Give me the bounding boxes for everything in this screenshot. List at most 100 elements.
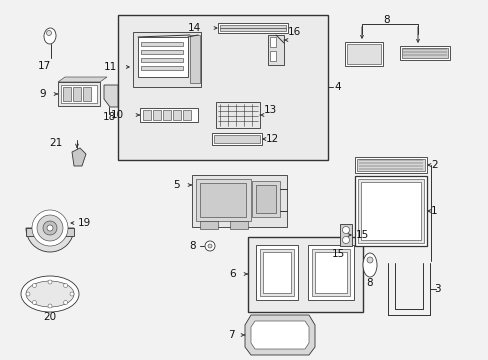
Bar — [356, 159, 424, 171]
Text: 8: 8 — [383, 15, 389, 25]
Text: 15: 15 — [355, 230, 368, 240]
Bar — [220, 25, 285, 28]
Text: 3: 3 — [433, 284, 440, 294]
Text: 6: 6 — [229, 269, 236, 279]
Bar — [267, 35, 284, 65]
Bar — [200, 221, 218, 229]
Text: 15: 15 — [331, 249, 344, 259]
Bar — [163, 110, 171, 120]
Circle shape — [48, 280, 52, 284]
Bar — [118, 15, 327, 160]
Circle shape — [47, 225, 53, 231]
Bar — [247, 237, 362, 312]
Bar — [220, 28, 285, 31]
Bar — [354, 176, 426, 246]
Text: 4: 4 — [333, 82, 340, 92]
Bar — [196, 179, 250, 221]
Bar — [256, 245, 297, 300]
Bar — [190, 35, 200, 83]
Bar — [218, 23, 287, 33]
Circle shape — [46, 31, 51, 36]
Bar — [183, 110, 191, 120]
Bar — [153, 110, 161, 120]
Text: 20: 20 — [43, 312, 57, 322]
Circle shape — [207, 244, 212, 248]
Text: 8: 8 — [366, 278, 372, 288]
Bar — [339, 224, 351, 246]
Text: 9: 9 — [40, 89, 46, 99]
Bar — [251, 181, 280, 217]
Text: 19: 19 — [78, 218, 91, 228]
Bar — [214, 135, 260, 143]
Bar — [307, 245, 353, 300]
Circle shape — [70, 292, 74, 296]
Bar — [61, 85, 97, 103]
Circle shape — [63, 284, 67, 288]
Bar — [360, 182, 420, 240]
Bar — [26, 228, 74, 236]
Bar — [263, 252, 290, 293]
Polygon shape — [244, 315, 314, 355]
Bar — [58, 82, 100, 106]
Bar — [141, 50, 183, 54]
Text: 17: 17 — [37, 61, 51, 71]
Bar — [73, 87, 81, 101]
Circle shape — [26, 292, 30, 296]
Bar — [357, 179, 423, 243]
Bar — [399, 46, 449, 60]
Bar — [314, 252, 346, 293]
Polygon shape — [58, 77, 107, 82]
Circle shape — [342, 237, 349, 243]
Text: 1: 1 — [430, 206, 437, 216]
Bar — [354, 157, 426, 173]
Polygon shape — [250, 321, 308, 349]
Bar — [142, 110, 151, 120]
Circle shape — [32, 284, 37, 288]
Text: 5: 5 — [173, 180, 180, 190]
Bar — [140, 108, 198, 122]
Text: 16: 16 — [287, 27, 301, 37]
Circle shape — [63, 301, 67, 305]
Polygon shape — [104, 85, 118, 107]
Bar — [229, 221, 247, 229]
Bar — [269, 51, 275, 61]
Text: 21: 21 — [49, 138, 62, 148]
Bar — [256, 185, 275, 213]
Ellipse shape — [26, 281, 74, 307]
Bar — [173, 110, 181, 120]
Bar — [133, 32, 201, 87]
Circle shape — [37, 215, 63, 241]
Bar — [83, 87, 91, 101]
Bar — [63, 87, 71, 101]
Polygon shape — [72, 148, 86, 166]
Ellipse shape — [21, 276, 79, 312]
Bar — [401, 48, 447, 58]
Circle shape — [48, 304, 52, 308]
Text: 12: 12 — [265, 134, 279, 144]
Bar — [260, 249, 293, 296]
Bar — [216, 102, 260, 128]
Wedge shape — [26, 228, 74, 252]
Circle shape — [32, 210, 68, 246]
Bar — [212, 133, 262, 145]
Circle shape — [43, 221, 57, 235]
Ellipse shape — [362, 253, 376, 277]
Ellipse shape — [44, 28, 56, 44]
Bar — [141, 66, 183, 70]
Text: 8: 8 — [189, 241, 196, 251]
Text: 18: 18 — [102, 112, 115, 122]
Text: 7: 7 — [228, 330, 235, 340]
Bar — [138, 37, 187, 77]
Bar — [269, 37, 275, 47]
Text: 10: 10 — [111, 110, 124, 120]
Circle shape — [366, 257, 372, 263]
Bar — [141, 42, 183, 46]
Text: 13: 13 — [264, 105, 277, 115]
Circle shape — [32, 301, 37, 305]
Bar — [192, 175, 286, 227]
Bar — [200, 183, 245, 217]
Bar — [345, 42, 382, 66]
Text: 2: 2 — [430, 160, 437, 170]
Circle shape — [342, 226, 349, 234]
Bar — [346, 44, 380, 64]
